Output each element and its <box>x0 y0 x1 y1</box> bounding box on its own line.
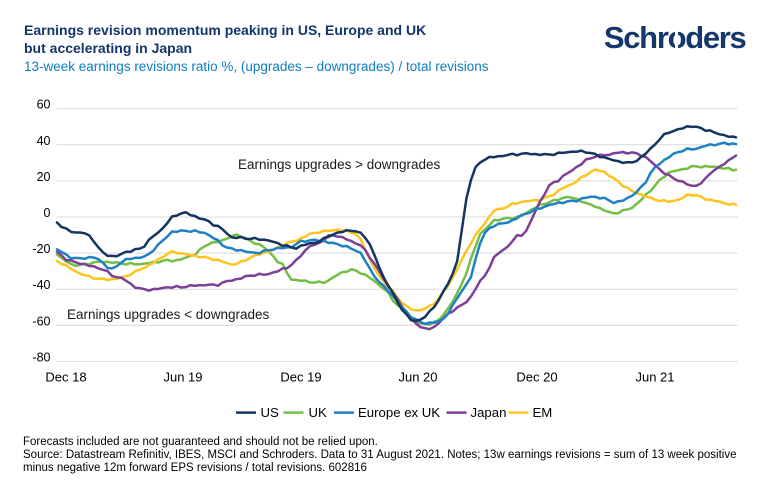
svg-text:EM: EM <box>533 405 553 420</box>
svg-text:Earnings upgrades < downgrades: Earnings upgrades < downgrades <box>67 307 270 322</box>
svg-text:-40: -40 <box>32 278 50 292</box>
svg-text:Europe ex UK: Europe ex UK <box>358 405 440 420</box>
svg-text:0: 0 <box>44 206 51 220</box>
svg-text:Earnings upgrades > downgrades: Earnings upgrades > downgrades <box>238 157 441 172</box>
svg-text:-80: -80 <box>32 350 50 364</box>
svg-text:Jun 19: Jun 19 <box>163 369 202 384</box>
svg-text:Jun 21: Jun 21 <box>635 369 674 384</box>
svg-text:Dec 20: Dec 20 <box>516 369 557 384</box>
svg-text:20: 20 <box>37 170 51 184</box>
svg-text:Dec 18: Dec 18 <box>45 369 86 384</box>
svg-text:US: US <box>261 405 280 420</box>
svg-text:60: 60 <box>37 98 51 112</box>
svg-text:UK: UK <box>309 405 328 420</box>
svg-text:-20: -20 <box>32 242 50 256</box>
svg-text:Japan: Japan <box>471 405 507 420</box>
svg-text:Jun 20: Jun 20 <box>398 369 437 384</box>
svg-text:Dec 19: Dec 19 <box>280 369 321 384</box>
svg-text:40: 40 <box>37 134 51 148</box>
svg-text:-60: -60 <box>32 314 50 328</box>
